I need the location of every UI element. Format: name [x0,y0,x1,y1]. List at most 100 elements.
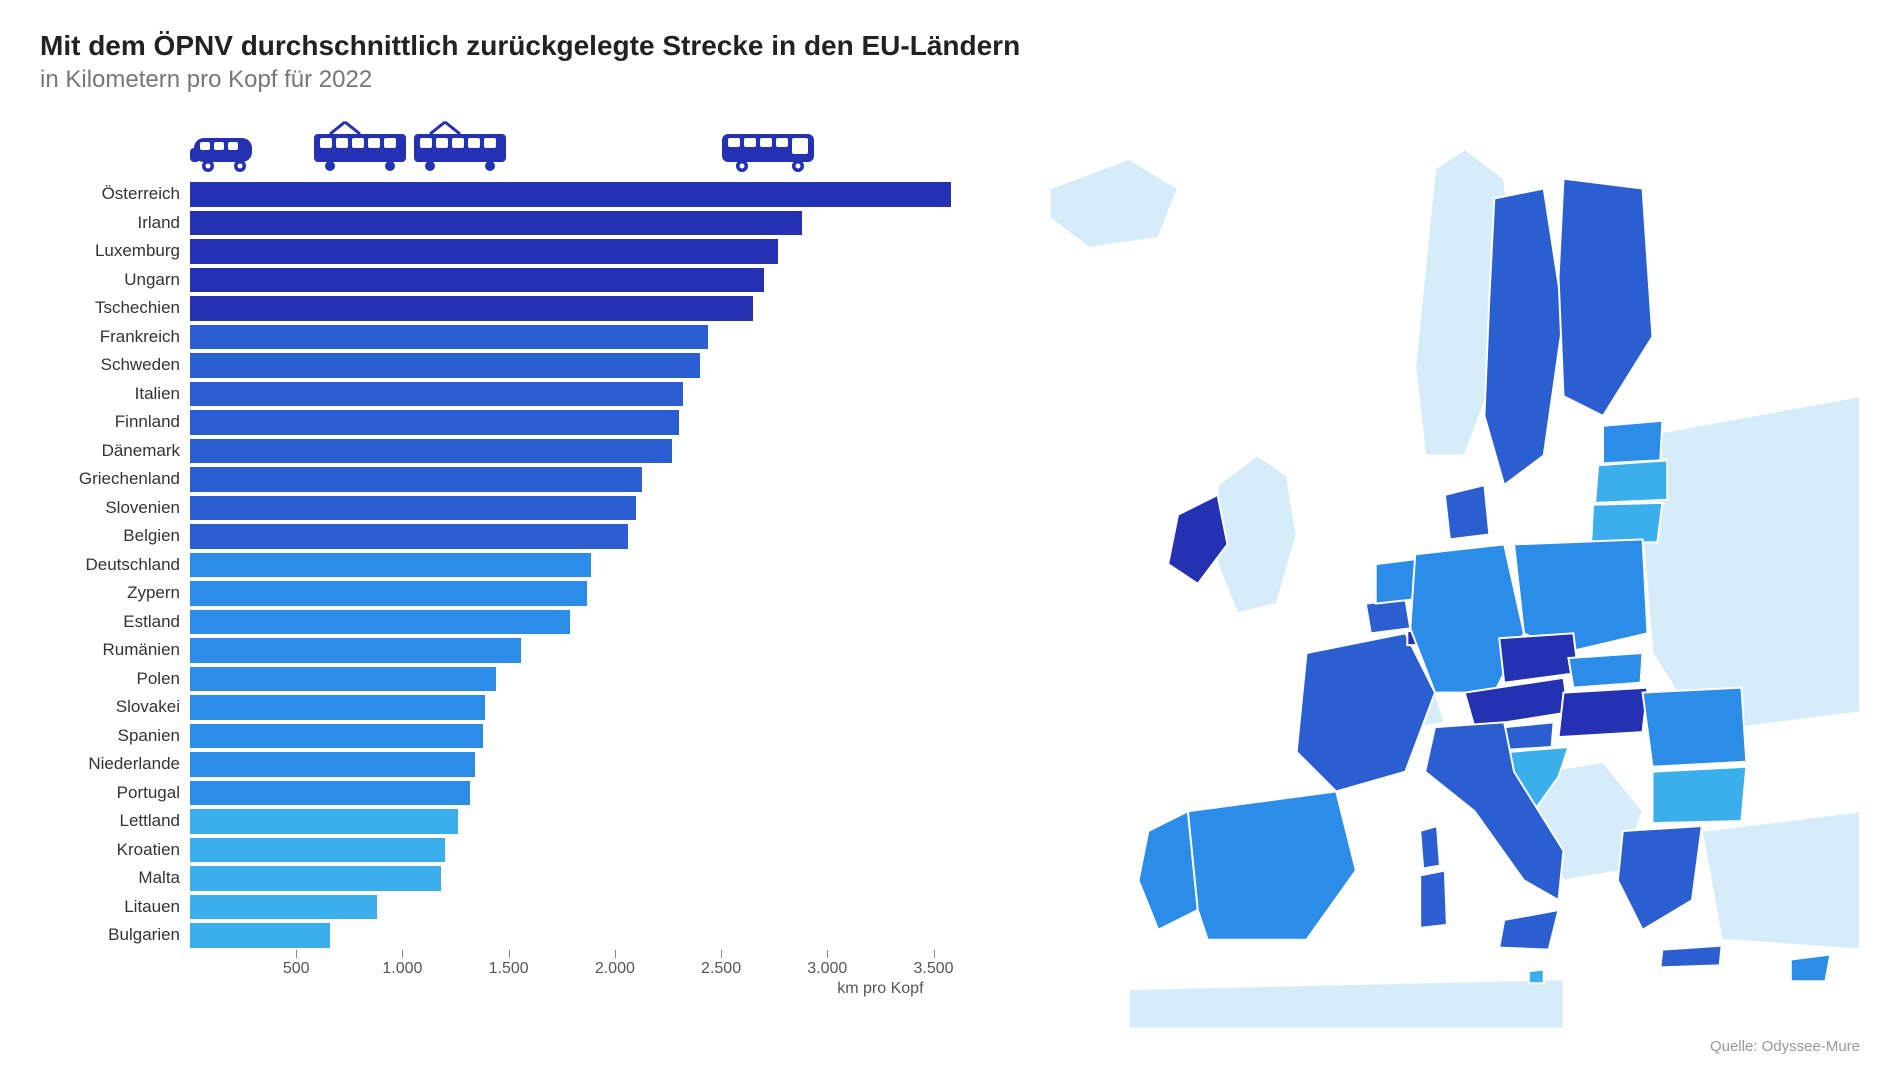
axis-tick [296,950,297,958]
axis-tick-label: 2.000 [595,960,635,978]
bar-row: Dänemark [40,437,980,466]
bar [190,211,802,236]
bar [190,353,700,378]
axis-tick-label: 1.500 [489,960,529,978]
bar-label: Griechenland [40,469,190,489]
bar-label: Malta [40,868,190,888]
bar-row: Belgien [40,522,980,551]
bar [190,724,483,749]
bar [190,524,628,549]
bar [190,866,441,891]
minibus-icon [190,130,260,174]
map-corsica [1420,826,1440,869]
bar-row: Spanien [40,722,980,751]
bar-row: Portugal [40,779,980,808]
bar-track [190,465,980,494]
bar-label: Tschechien [40,298,190,318]
bar-label: Finnland [40,412,190,432]
page-root: Mit dem ÖPNV durchschnittlich zurückgele… [0,0,1900,1069]
bar-track [190,209,980,238]
bar-row: Slovakei [40,693,980,722]
bar [190,467,642,492]
bar-row: Tschechien [40,294,980,323]
bar-row: Rumänien [40,636,980,665]
bar-label: Irland [40,213,190,233]
axis-tick [827,950,828,958]
bar-label: Spanien [40,726,190,746]
bar-track [190,408,980,437]
axis-tick [934,950,935,958]
map-hungary [1559,688,1648,737]
map-belgium [1366,599,1410,634]
bar [190,496,636,521]
bar-track [190,921,980,950]
bar-label: Portugal [40,783,190,803]
bar-label: Dänemark [40,441,190,461]
map-sicily [1499,910,1558,950]
bar-row: Litauen [40,893,980,922]
bar-track [190,693,980,722]
bar-row: Italien [40,380,980,409]
bar-track [190,494,980,523]
map-slovakia [1568,653,1642,688]
bar-row: Estland [40,608,980,637]
bar-label: Zypern [40,583,190,603]
map-latvia [1595,460,1667,503]
map-sweden [1484,189,1563,486]
axis-title: km pro Kopf [837,980,923,998]
bar-track [190,779,980,808]
transport-icons-row [190,114,980,174]
bus-icon [720,128,820,174]
bar-row: Kroatien [40,836,980,865]
bar [190,239,778,264]
map-spain [1188,791,1356,939]
bar-track [190,893,980,922]
bar-track [190,636,980,665]
bar [190,638,521,663]
bar-row: Bulgarien [40,921,980,950]
bar-row: Luxemburg [40,237,980,266]
bar [190,296,753,321]
bar [190,325,708,350]
bar-row: Ungarn [40,266,980,295]
bar-track [190,237,980,266]
chart-subtitle: in Kilometern pro Kopf für 2022 [40,66,1860,94]
map-sardinia [1420,871,1447,928]
bar-row: Frankreich [40,323,980,352]
map-panel [1010,114,1860,1034]
bar-label: Niederlande [40,754,190,774]
bar-track [190,836,980,865]
bar [190,667,496,692]
bar-track [190,437,980,466]
bar [190,752,475,777]
bar-track [190,665,980,694]
bar-label: Estland [40,612,190,632]
bar [190,610,570,635]
map-france [1297,633,1435,791]
axis-tick [721,950,722,958]
bar-label: Kroatien [40,840,190,860]
axis-tick [509,950,510,958]
barchart: Österreich Irland Luxemburg Ungarn Tschechie… [40,180,980,950]
bar-row: Slovenien [40,494,980,523]
bar-label: Österreich [40,184,190,204]
map-lithuania [1591,503,1662,543]
x-axis: 5001.0001.5002.0002.5003.0003.500 km pro… [190,950,980,1000]
bar-label: Polen [40,669,190,689]
map-bulgaria [1652,767,1746,823]
map-ireland [1168,495,1227,584]
map-finland [1559,179,1653,416]
bar-track [190,351,980,380]
bar-track [190,807,980,836]
bar-track [190,551,980,580]
bar-label: Ungarn [40,270,190,290]
bar [190,923,330,948]
map-greece [1618,826,1702,930]
map-romania [1643,688,1747,767]
bar-track [190,722,980,751]
bar-row: Schweden [40,351,980,380]
axis-tick [402,950,403,958]
tram-double-icon [310,120,510,174]
bar-label: Luxemburg [40,241,190,261]
bar [190,410,679,435]
